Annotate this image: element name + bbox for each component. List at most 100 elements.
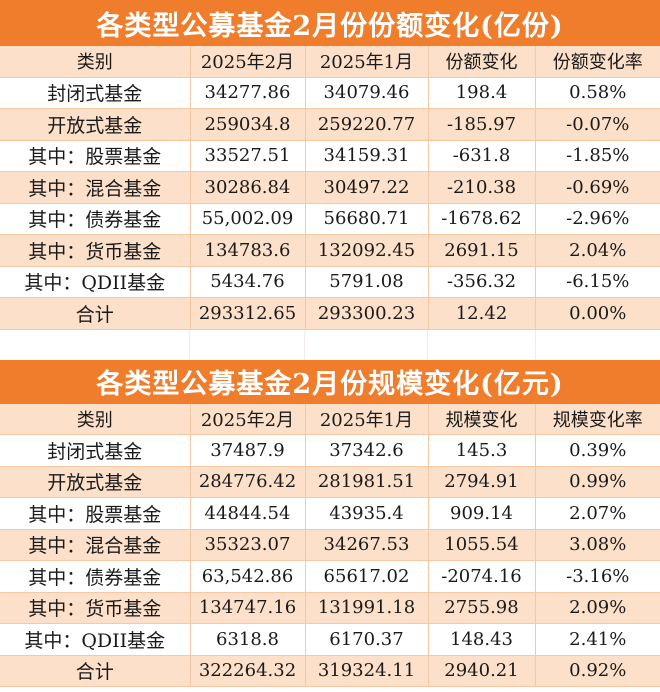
column-header-change-rate: 份额变化率 — [535, 46, 660, 78]
cell-change-rate: 0.92% — [535, 655, 660, 687]
column-header-category: 类别 — [0, 403, 191, 435]
table-row: 合计 293312.65 293300.23 12.42 0.00% — [0, 297, 660, 330]
cell-feb-2025: 35323.07 — [190, 529, 306, 561]
cell-jan-2025: 37342.6 — [305, 434, 429, 467]
cell-jan-2025: 132092.45 — [305, 234, 429, 267]
cell-jan-2025: 259220.77 — [305, 108, 429, 141]
table-row: 封闭式基金 34277.86 34079.46 198.4 0.58% — [0, 77, 660, 109]
cell-category: 合计 — [0, 655, 191, 687]
cell-feb-2025: 322264.32 — [190, 655, 306, 687]
cell-change: 2755.98 — [428, 592, 536, 624]
cell-feb-2025: 134747.16 — [190, 592, 306, 624]
cell-jan-2025: 56680.71 — [305, 203, 429, 235]
cell-change: 2691.15 — [428, 234, 536, 267]
table-row: 其中：混合基金 30286.84 30497.22 -210.38 -0.69% — [0, 171, 660, 204]
cell-category: 开放式基金 — [0, 466, 191, 498]
column-header-feb-2025: 2025年2月 — [190, 403, 306, 435]
column-header-change: 规模变化 — [428, 403, 536, 435]
cell-change-rate: 2.41% — [535, 623, 660, 656]
column-header-change-rate: 规模变化率 — [535, 403, 660, 435]
cell-category: 封闭式基金 — [0, 77, 191, 109]
column-header-category: 类别 — [0, 46, 191, 78]
scale-change-title: 各类型公募基金2月份规模变化(亿元) — [0, 359, 660, 404]
cell-feb-2025: 30286.84 — [190, 171, 306, 204]
cell-change: -185.97 — [428, 108, 536, 141]
cell-change: -1678.62 — [428, 203, 536, 235]
share-change-title: 各类型公募基金2月份份额变化(亿份) — [0, 0, 660, 46]
cell-change-rate: 0.99% — [535, 466, 660, 498]
table-row: 封闭式基金 37487.9 37342.6 145.3 0.39% — [0, 434, 660, 467]
cell-feb-2025: 284776.42 — [190, 466, 306, 498]
column-header-feb-2025: 2025年2月 — [190, 46, 306, 78]
cell-category: 其中：债券基金 — [0, 203, 191, 235]
cell-change: -210.38 — [428, 171, 536, 204]
table-row: 其中：股票基金 44844.54 43935.4 909.14 2.07% — [0, 497, 660, 530]
table-header-row: 类别 2025年2月 2025年1月 规模变化 规模变化率 — [0, 403, 660, 435]
table-row: 其中：QDII基金 6318.8 6170.37 148.43 2.41% — [0, 623, 660, 656]
cell-change: 198.4 — [428, 77, 536, 109]
scale-change-table: 类别 2025年2月 2025年1月 规模变化 规模变化率 封闭式基金 37487.9 373… — [0, 403, 660, 688]
cell-category: 合计 — [0, 297, 191, 330]
cell-change-rate: -0.07% — [535, 108, 660, 141]
cell-feb-2025: 63,542.86 — [190, 560, 306, 593]
cell-change: 12.42 — [428, 297, 536, 330]
cell-feb-2025: 259034.8 — [190, 108, 306, 141]
cell-feb-2025: 293312.65 — [190, 297, 306, 330]
cell-category: 其中：股票基金 — [0, 497, 191, 530]
table-row: 其中：债券基金 63,542.86 65617.02 -2074.16 -3.16% — [0, 560, 660, 593]
cell-change: 909.14 — [428, 497, 536, 530]
table-row: 其中：货币基金 134747.16 131991.18 2755.98 2.09% — [0, 592, 660, 624]
share-change-table: 类别 2025年2月 2025年1月 份额变化 份额变化率 封闭式基金 34277.86 34… — [0, 46, 660, 330]
cell-change: 148.43 — [428, 623, 536, 656]
cell-category: 封闭式基金 — [0, 434, 191, 467]
cell-change: 2940.21 — [428, 655, 536, 687]
cell-feb-2025: 44844.54 — [190, 497, 306, 530]
table-row: 其中：货币基金 134783.6 132092.45 2691.15 2.04% — [0, 234, 660, 267]
cell-feb-2025: 5434.76 — [190, 266, 306, 298]
cell-change: 1055.54 — [428, 529, 536, 561]
cell-jan-2025: 5791.08 — [305, 266, 429, 298]
table-row: 其中：QDII基金 5434.76 5791.08 -356.32 -6.15% — [0, 266, 660, 298]
cell-change: -2074.16 — [428, 560, 536, 593]
cell-jan-2025: 34079.46 — [305, 77, 429, 109]
cell-feb-2025: 6318.8 — [190, 623, 306, 656]
cell-feb-2025: 34277.86 — [190, 77, 306, 109]
cell-jan-2025: 30497.22 — [305, 171, 429, 204]
cell-feb-2025: 33527.51 — [190, 140, 306, 172]
cell-change-rate: 2.09% — [535, 592, 660, 624]
cell-change: -631.8 — [428, 140, 536, 172]
cell-change-rate: -1.85% — [535, 140, 660, 172]
column-header-jan-2025: 2025年1月 — [305, 46, 429, 78]
cell-jan-2025: 281981.51 — [305, 466, 429, 498]
cell-change-rate: 0.00% — [535, 297, 660, 330]
cell-category: 开放式基金 — [0, 108, 191, 141]
cell-feb-2025: 37487.9 — [190, 434, 306, 467]
table-row: 其中：股票基金 33527.51 34159.31 -631.8 -1.85% — [0, 140, 660, 172]
cell-category: 其中：货币基金 — [0, 592, 191, 624]
cell-change-rate: -0.69% — [535, 171, 660, 204]
cell-change: -356.32 — [428, 266, 536, 298]
table-row: 开放式基金 284776.42 281981.51 2794.91 0.99% — [0, 466, 660, 498]
cell-change-rate: 0.58% — [535, 77, 660, 109]
cell-category: 其中：债券基金 — [0, 560, 191, 593]
cell-category: 其中：货币基金 — [0, 234, 191, 267]
cell-change-rate: 0.39% — [535, 434, 660, 467]
cell-jan-2025: 319324.11 — [305, 655, 429, 687]
cell-jan-2025: 34159.31 — [305, 140, 429, 172]
cell-jan-2025: 65617.02 — [305, 560, 429, 593]
cell-jan-2025: 43935.4 — [305, 497, 429, 530]
column-header-jan-2025: 2025年1月 — [305, 403, 429, 435]
cell-category: 其中：混合基金 — [0, 171, 191, 204]
table-header-row: 类别 2025年2月 2025年1月 份额变化 份额变化率 — [0, 46, 660, 78]
cell-category: 其中：股票基金 — [0, 140, 191, 172]
cell-change-rate: -3.16% — [535, 560, 660, 593]
table-row: 开放式基金 259034.8 259220.77 -185.97 -0.07% — [0, 108, 660, 141]
table-row: 合计 322264.32 319324.11 2940.21 0.92% — [0, 655, 660, 687]
share-change-table-block: 各类型公募基金2月份份额变化(亿份) 类别 2025年2月 2025年1月 份额变化份… — [0, 0, 660, 330]
cell-change-rate: 2.04% — [535, 234, 660, 267]
cell-category: 其中：QDII基金 — [0, 623, 191, 656]
cell-change-rate: 3.08% — [535, 529, 660, 561]
cell-change-rate: -6.15% — [535, 266, 660, 298]
cell-feb-2025: 134783.6 — [190, 234, 306, 267]
